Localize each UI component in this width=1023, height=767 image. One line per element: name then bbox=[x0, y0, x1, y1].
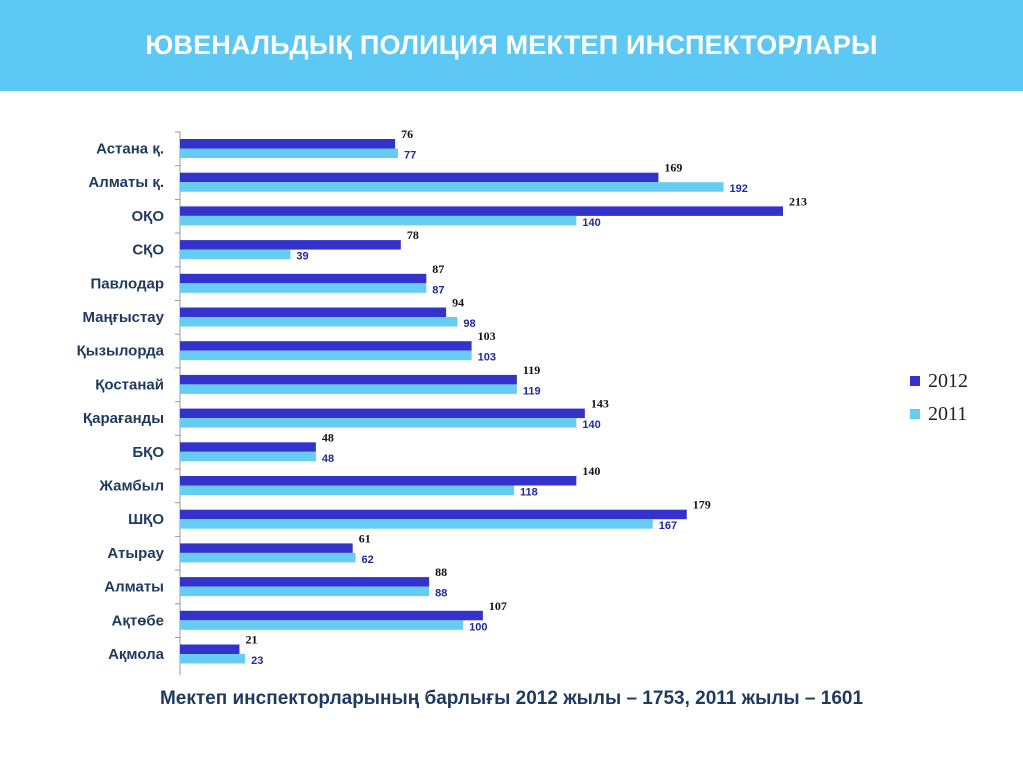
data-label-2011: 167 bbox=[659, 520, 677, 532]
data-label-2011: 192 bbox=[730, 183, 748, 195]
data-label-2011: 39 bbox=[296, 251, 308, 263]
bar-2011 bbox=[180, 451, 316, 462]
category-label: Алматы bbox=[104, 579, 164, 596]
legend-swatch-2012 bbox=[910, 376, 920, 386]
category-label: Атырау bbox=[107, 545, 164, 562]
legend-label-2011: 2011 bbox=[928, 403, 967, 425]
bar-2012 bbox=[180, 172, 659, 183]
category-label: Алматы қ. bbox=[88, 174, 164, 191]
category-label: БҚО bbox=[132, 444, 164, 461]
bar-2011 bbox=[180, 586, 430, 597]
data-label-2012: 169 bbox=[664, 161, 682, 175]
header-banner: ЮВЕНАЛЬДЫҚ ПОЛИЦИЯ МЕКТЕП ИНСПЕКТОРЛАРЫ bbox=[0, 0, 1023, 91]
data-label-2012: 213 bbox=[789, 194, 807, 208]
bar-2012 bbox=[180, 341, 472, 351]
data-label-2011: 87 bbox=[432, 284, 444, 296]
category-label: СҚО bbox=[132, 242, 164, 259]
category-label: Астана қ. bbox=[96, 141, 164, 158]
page-title: ЮВЕНАЛЬДЫҚ ПОЛИЦИЯ МЕКТЕП ИНСПЕКТОРЛАРЫ bbox=[145, 30, 878, 60]
bar-2012 bbox=[180, 139, 396, 149]
bar-2011 bbox=[180, 384, 517, 394]
bar-2011 bbox=[180, 283, 427, 293]
bar-2012 bbox=[180, 374, 517, 385]
bar-2011 bbox=[180, 148, 398, 158]
data-label-2012: 119 bbox=[523, 363, 540, 377]
category-label: Қостанай bbox=[95, 376, 164, 393]
category-label: ОҚО bbox=[132, 208, 165, 225]
data-label-2011: 118 bbox=[520, 487, 538, 499]
bar-2012 bbox=[180, 610, 483, 621]
data-label-2012: 48 bbox=[322, 430, 334, 444]
bar-2012 bbox=[180, 543, 353, 553]
bar-2012 bbox=[180, 307, 447, 317]
data-label-2012: 103 bbox=[478, 329, 496, 343]
bar-2012 bbox=[180, 408, 585, 419]
data-label-2012: 88 bbox=[435, 565, 447, 579]
category-label: Ақтөбе bbox=[112, 612, 164, 629]
data-label-2011: 140 bbox=[582, 217, 600, 229]
bar-chart: Астана қ. 76 77 Алматы қ. 169 192 ОҚО 213 140 СҚО… bbox=[77, 127, 968, 676]
bar-2012 bbox=[180, 206, 783, 216]
data-label-2011: 88 bbox=[435, 588, 447, 600]
data-label-2011: 77 bbox=[404, 150, 416, 162]
bar-2012 bbox=[180, 240, 401, 250]
data-label-2012: 94 bbox=[452, 296, 464, 310]
bar-2012 bbox=[180, 577, 430, 587]
data-label-2011: 100 bbox=[469, 621, 487, 633]
category-label: Павлодар bbox=[91, 275, 164, 292]
category-label: Қарағанды bbox=[83, 410, 164, 427]
category-label: Ақмола bbox=[108, 646, 165, 663]
legend-label-2012: 2012 bbox=[928, 370, 968, 392]
bar-2011 bbox=[180, 620, 464, 630]
bar-2012 bbox=[180, 442, 316, 452]
data-label-2011: 140 bbox=[582, 419, 600, 431]
data-label-2011: 119 bbox=[523, 385, 541, 397]
data-label-2012: 21 bbox=[245, 633, 257, 647]
data-label-2012: 107 bbox=[489, 599, 507, 613]
bar-2011 bbox=[180, 215, 577, 226]
data-label-2011: 103 bbox=[478, 352, 496, 364]
data-label-2012: 78 bbox=[407, 228, 419, 242]
bar-2012 bbox=[180, 476, 577, 486]
data-label-2012: 143 bbox=[591, 397, 609, 411]
bar-2011 bbox=[180, 552, 356, 563]
bar-2011 bbox=[180, 418, 577, 428]
bar-2011 bbox=[180, 519, 653, 529]
data-label-2012: 87 bbox=[432, 262, 444, 276]
data-label-2012: 76 bbox=[401, 127, 413, 141]
bar-2012 bbox=[180, 509, 687, 520]
bar-2011 bbox=[180, 350, 472, 361]
bar-2012 bbox=[180, 644, 240, 654]
bar-2011 bbox=[180, 249, 291, 260]
category-label: ШҚО bbox=[128, 511, 164, 528]
legend-swatch-2011 bbox=[910, 409, 920, 419]
data-label-2012: 179 bbox=[693, 498, 711, 512]
category-label: Қызылорда bbox=[77, 343, 165, 360]
bar-2011 bbox=[180, 654, 246, 664]
bar-2011 bbox=[180, 485, 515, 495]
data-label-2011: 48 bbox=[322, 453, 334, 465]
bar-2012 bbox=[180, 273, 427, 284]
data-label-2012: 140 bbox=[582, 464, 600, 478]
category-label: Маңғыстау bbox=[82, 309, 164, 326]
category-label: Жамбыл bbox=[98, 478, 164, 495]
bar-2011 bbox=[180, 317, 458, 327]
data-label-2011: 62 bbox=[362, 554, 374, 566]
bar-2011 bbox=[180, 182, 724, 192]
data-label-2011: 98 bbox=[463, 318, 475, 330]
summary-text: Мектеп инспекторларының барлығы 2012 жыл… bbox=[159, 688, 864, 709]
data-label-2011: 23 bbox=[251, 655, 263, 667]
data-label-2012: 61 bbox=[359, 531, 371, 545]
